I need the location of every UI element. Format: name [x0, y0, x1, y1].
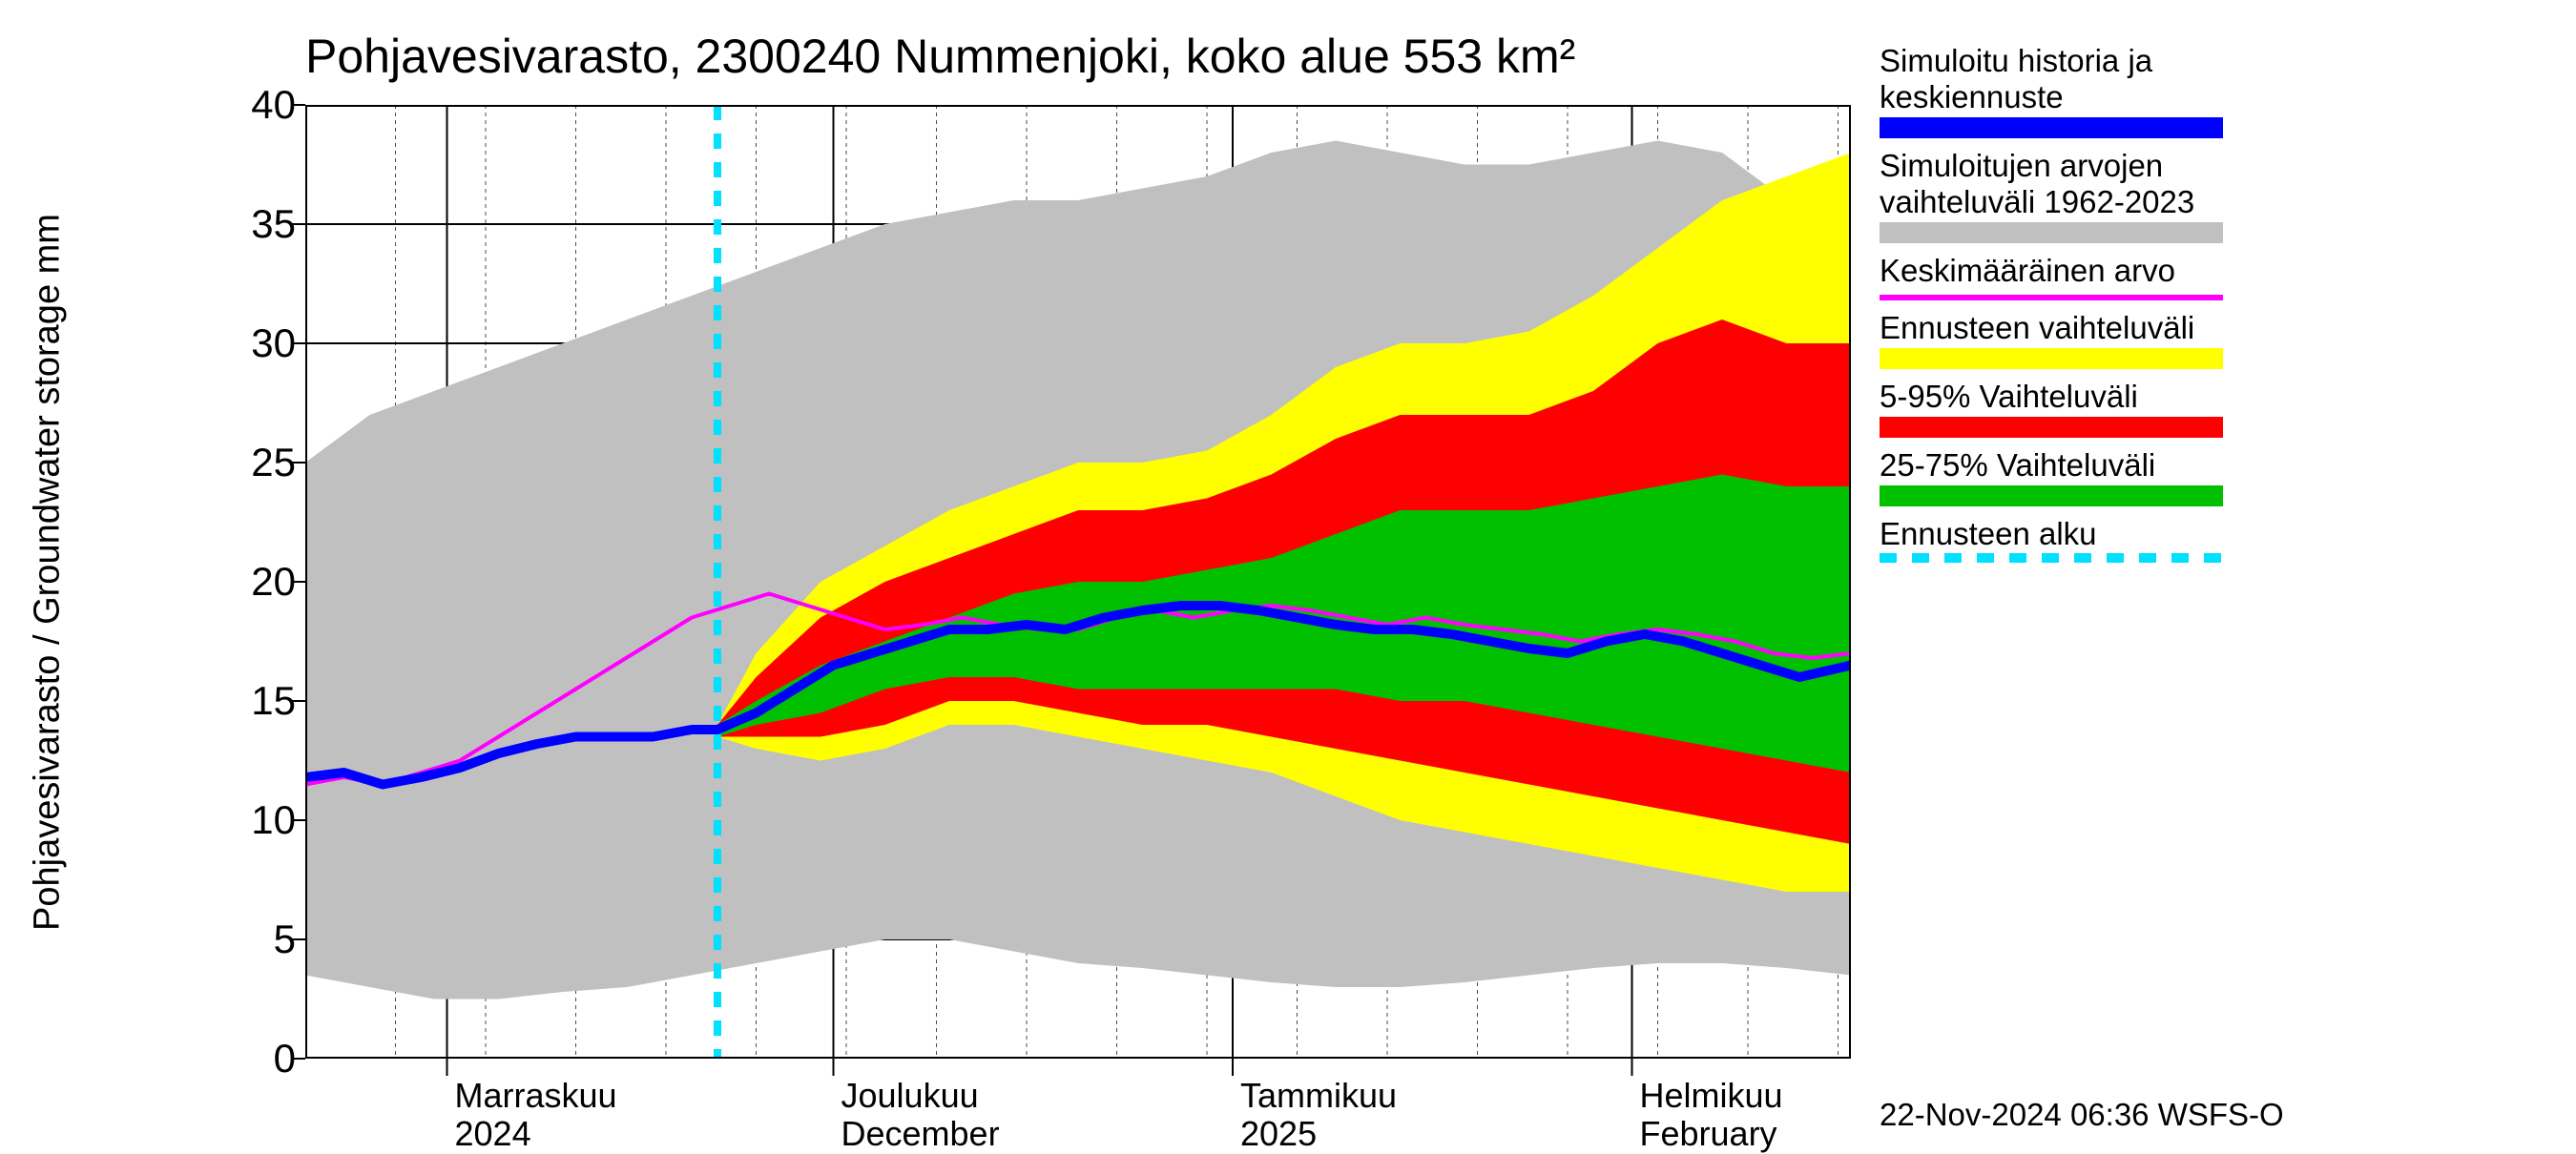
legend-item: 25-75% Vaihteluväli	[1880, 447, 2557, 506]
legend-text: Ennusteen vaihteluväli	[1880, 310, 2557, 346]
chart-container: Pohjavesivarasto / Groundwater storage m…	[0, 0, 2576, 1144]
x-tick-label: Tammikuu	[1240, 1076, 1397, 1116]
legend-text: vaihteluväli 1962-2023	[1880, 184, 2557, 220]
x-tick-label: Joulukuu	[841, 1076, 979, 1116]
legend-item: Keskimääräinen arvo	[1880, 253, 2557, 300]
legend-text: 25-75% Vaihteluväli	[1880, 447, 2557, 484]
legend-text: keskiennuste	[1880, 79, 2557, 115]
y-tick-label: 25	[251, 440, 296, 485]
x-tick-label: December	[841, 1114, 1000, 1154]
legend-swatch	[1880, 348, 2223, 369]
legend-item: 5-95% Vaihteluväli	[1880, 379, 2557, 438]
x-tick-label: 2025	[1240, 1114, 1317, 1154]
x-tick-label: 2024	[455, 1114, 531, 1154]
plot-border	[305, 105, 1851, 1059]
legend-item: Ennusteen vaihteluväli	[1880, 310, 2557, 369]
legend-swatch	[1880, 117, 2223, 138]
legend-swatch	[1880, 553, 2223, 563]
y-tick-label: 20	[251, 559, 296, 605]
legend-swatch	[1880, 417, 2223, 438]
legend-text: Simuloitu historia ja	[1880, 43, 2557, 79]
y-axis-label: Pohjavesivarasto / Groundwater storage m…	[28, 214, 69, 931]
y-tick-label: 30	[251, 320, 296, 366]
legend-text: Simuloitujen arvojen	[1880, 148, 2557, 184]
y-tick-label: 40	[251, 82, 296, 128]
x-tick-label: Marraskuu	[455, 1076, 617, 1116]
legend-item: Ennusteen alku	[1880, 516, 2557, 564]
footer-timestamp: 22-Nov-2024 06:36 WSFS-O	[1880, 1097, 2284, 1133]
legend-text: Keskimääräinen arvo	[1880, 253, 2557, 289]
legend-text: 5-95% Vaihteluväli	[1880, 379, 2557, 415]
x-tick-label: February	[1640, 1114, 1777, 1154]
y-tick-label: 0	[274, 1036, 296, 1082]
legend-item: Simuloitujen arvojenvaihteluväli 1962-20…	[1880, 148, 2557, 243]
y-tick-label: 5	[274, 917, 296, 962]
legend-text: Ennusteen alku	[1880, 516, 2557, 552]
legend: Simuloitu historia jakeskiennusteSimuloi…	[1880, 43, 2557, 572]
legend-swatch	[1880, 222, 2223, 243]
y-tick-label: 35	[251, 201, 296, 247]
y-tick-label: 10	[251, 797, 296, 843]
legend-item: Simuloitu historia jakeskiennuste	[1880, 43, 2557, 138]
legend-swatch	[1880, 295, 2223, 300]
x-tick-label: Helmikuu	[1640, 1076, 1783, 1116]
y-tick-label: 15	[251, 678, 296, 724]
legend-swatch	[1880, 485, 2223, 506]
chart-title: Pohjavesivarasto, 2300240 Nummenjoki, ko…	[305, 29, 1575, 84]
